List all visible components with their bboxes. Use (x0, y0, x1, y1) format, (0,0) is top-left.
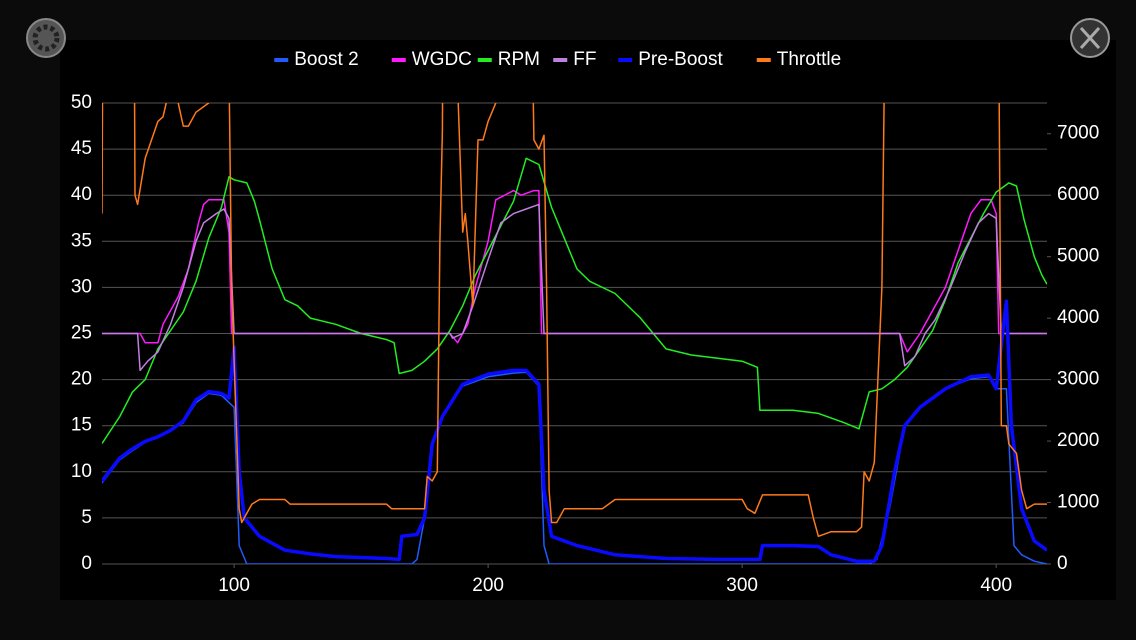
y-tick-label: 25 (71, 323, 92, 344)
y-tick-label: 5 (81, 507, 92, 528)
y-tick-label: 30 (71, 276, 92, 297)
y2-tick-label: 4000 (1057, 307, 1099, 328)
plot-lines (102, 103, 1047, 564)
y-tick-label: 20 (71, 369, 92, 390)
close-button[interactable] (1070, 18, 1110, 58)
legend-label: RPM (498, 49, 540, 70)
labels: 0 5 10 15 20 25 30 35 40 45 50 0 1000 2000 3000 4000 500… (71, 49, 1099, 596)
legend-label: Pre-Boost (638, 49, 723, 70)
y2-tick-label: 7000 (1057, 123, 1099, 144)
y-tick-label: 15 (71, 415, 92, 436)
x-tick-label: 100 (218, 575, 250, 596)
series-line (102, 103, 1047, 538)
settings-button[interactable] (26, 18, 66, 58)
y2-tick-label: 3000 (1057, 369, 1099, 390)
x-tick-label: 300 (726, 575, 758, 596)
y-tick-label: 0 (81, 553, 92, 574)
y2-tick-label: 6000 (1057, 184, 1099, 205)
y-tick-label: 35 (71, 230, 92, 251)
y-tick-label: 50 (71, 92, 92, 113)
series-line (102, 157, 1047, 444)
legend-label: WGDC (412, 49, 472, 70)
legend-label: FF (573, 49, 596, 70)
series-line (102, 203, 1047, 372)
y-tick-label: 10 (71, 461, 92, 482)
y2-tick-label: 2000 (1057, 430, 1099, 451)
legend-label: Throttle (777, 49, 841, 70)
series-line (102, 299, 1047, 563)
chart-panel (60, 40, 1116, 600)
legend-label: Boost 2 (294, 49, 358, 70)
y2-tick-label: 5000 (1057, 246, 1099, 267)
y-tick-label: 45 (71, 138, 92, 159)
y-tick-label: 40 (71, 184, 92, 205)
x-tick-label: 200 (472, 575, 504, 596)
x-tick-label: 400 (980, 575, 1012, 596)
y2-tick-label: 0 (1057, 553, 1068, 574)
y2-tick-label: 1000 (1057, 492, 1099, 513)
